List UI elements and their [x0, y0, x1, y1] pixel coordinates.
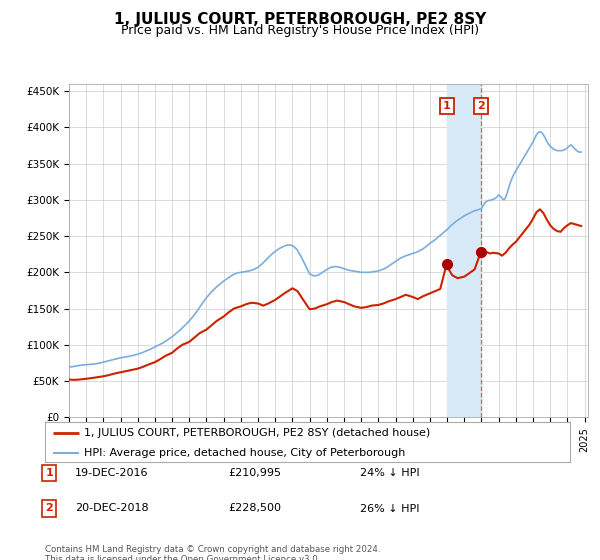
Text: 1: 1 — [443, 101, 451, 111]
Text: 1: 1 — [46, 468, 53, 478]
Bar — [446, 84, 481, 417]
Text: Contains HM Land Registry data © Crown copyright and database right 2024.
This d: Contains HM Land Registry data © Crown c… — [45, 545, 380, 560]
Text: 26% ↓ HPI: 26% ↓ HPI — [360, 503, 419, 514]
Text: 2: 2 — [477, 101, 485, 111]
Text: 2: 2 — [46, 503, 53, 514]
Text: HPI: Average price, detached house, City of Peterborough: HPI: Average price, detached house, City… — [85, 448, 406, 458]
Text: £228,500: £228,500 — [228, 503, 281, 514]
Text: 1, JULIUS COURT, PETERBOROUGH, PE2 8SY: 1, JULIUS COURT, PETERBOROUGH, PE2 8SY — [114, 12, 486, 27]
Text: 20-DEC-2018: 20-DEC-2018 — [75, 503, 149, 514]
Text: £210,995: £210,995 — [228, 468, 281, 478]
Text: 24% ↓ HPI: 24% ↓ HPI — [360, 468, 419, 478]
Text: Price paid vs. HM Land Registry's House Price Index (HPI): Price paid vs. HM Land Registry's House … — [121, 24, 479, 37]
Text: 1, JULIUS COURT, PETERBOROUGH, PE2 8SY (detached house): 1, JULIUS COURT, PETERBOROUGH, PE2 8SY (… — [85, 428, 431, 437]
Text: 19-DEC-2016: 19-DEC-2016 — [75, 468, 149, 478]
